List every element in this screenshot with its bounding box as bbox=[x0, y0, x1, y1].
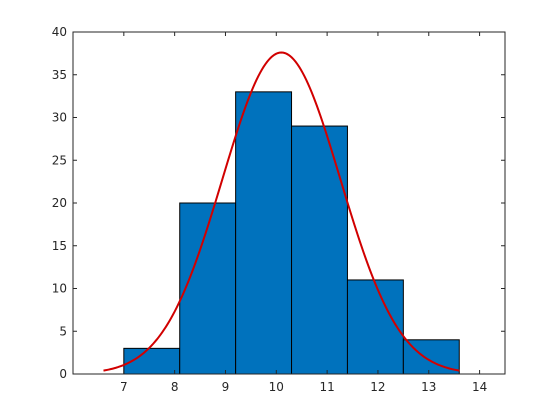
x-tick-label: 8 bbox=[171, 380, 179, 394]
y-tick-label: 10 bbox=[52, 282, 67, 296]
histogram-bars bbox=[123, 91, 460, 375]
y-tick-label: 30 bbox=[52, 111, 67, 125]
x-axis-ticks: 7 8 9 10 11 12 13 14 bbox=[120, 32, 487, 394]
y-tick-label: 25 bbox=[52, 153, 67, 167]
x-tick-label: 13 bbox=[421, 380, 436, 394]
y-tick-label: 35 bbox=[52, 68, 67, 82]
histogram-bar-3 bbox=[235, 91, 293, 375]
y-tick-label: 40 bbox=[52, 25, 67, 39]
x-tick-label: 7 bbox=[120, 380, 128, 394]
histogram-bar-5 bbox=[346, 279, 404, 375]
y-tick-label: 15 bbox=[52, 239, 67, 253]
x-tick-label: 11 bbox=[319, 380, 334, 394]
y-tick-label: 5 bbox=[59, 324, 67, 338]
x-tick-label: 9 bbox=[222, 380, 230, 394]
histogram-bar-4 bbox=[291, 125, 348, 375]
y-tick-label: 20 bbox=[52, 196, 67, 210]
x-tick-label: 14 bbox=[472, 380, 487, 394]
x-tick-label: 10 bbox=[269, 380, 284, 394]
normal-fit-curve bbox=[103, 51, 460, 372]
y-tick-label: 0 bbox=[59, 367, 67, 381]
x-tick-label: 12 bbox=[370, 380, 385, 394]
y-axis-ticks: 0 5 10 15 20 25 30 35 40 bbox=[52, 25, 505, 381]
